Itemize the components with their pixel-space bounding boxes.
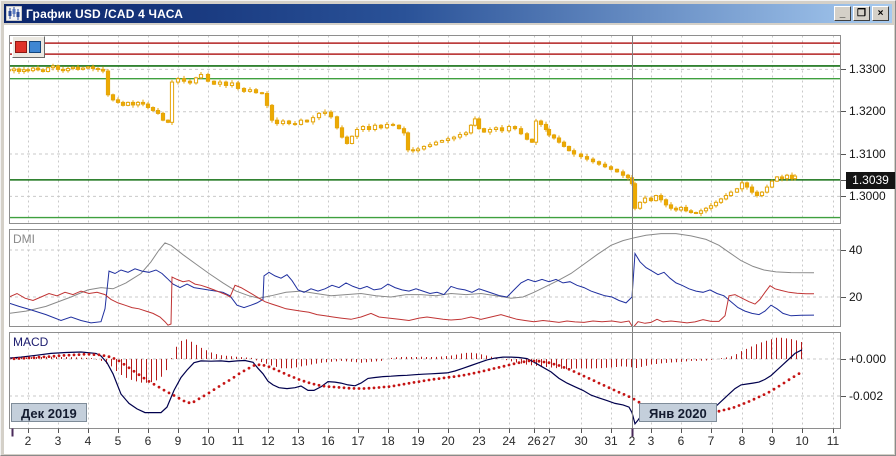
dmi-axis-label: 20: [849, 290, 863, 304]
price-axis-label: 1.3100: [849, 147, 886, 161]
x-axis-label: 31: [604, 434, 618, 448]
close-button[interactable]: ×: [872, 6, 889, 21]
x-axis-label: 9: [174, 434, 182, 448]
dmi-line-di-minus: [9, 251, 815, 324]
price-axis-label: 1.3300: [849, 62, 886, 76]
dmi-line-adx: [9, 233, 815, 314]
x-axis-label: 18: [381, 434, 395, 448]
minimize-button[interactable]: _: [834, 6, 851, 21]
blue-marker-button[interactable]: [29, 41, 41, 53]
x-axis-label: 16: [321, 434, 335, 448]
x-axis-label: 27: [542, 434, 556, 448]
dmi-line-di-plus: [9, 276, 814, 327]
x-axis-label: 26: [527, 434, 541, 448]
x-axis-label: 5: [114, 434, 122, 448]
x-axis-label: 23: [472, 434, 486, 448]
dmi-panel-label: DMI: [13, 232, 35, 246]
x-axis-label: 19: [411, 434, 425, 448]
x-axis-label: 20: [441, 434, 455, 448]
dmi-axis-label: 40: [849, 243, 863, 257]
x-axis-label: 6: [677, 434, 685, 448]
x-axis-label: 6: [144, 434, 152, 448]
x-axis-label: 24: [502, 434, 516, 448]
price-axis-label: 1.3200: [849, 104, 886, 118]
x-axis-label: 12: [261, 434, 275, 448]
x-axis-label: 8: [738, 434, 746, 448]
x-axis-label: 10: [795, 434, 809, 448]
macd-panel-label: MACD: [13, 335, 49, 349]
candlestick-chart-icon: [5, 5, 23, 22]
month-label-dec: Дек 2019: [11, 403, 87, 422]
red-marker-button[interactable]: [15, 41, 27, 53]
x-axis-label: 11: [826, 434, 840, 448]
title-bar[interactable]: График USD /CAD 4 ЧАСА _ ❐ ×: [4, 4, 892, 23]
x-axis-label: 2: [628, 434, 636, 448]
x-axis-label: 3: [647, 434, 655, 448]
x-axis-label: 9: [768, 434, 776, 448]
macd-axis-label: -0.002: [849, 389, 884, 403]
x-axis-label: 13: [291, 434, 305, 448]
candles-series: [9, 63, 798, 217]
x-axis-label: 4: [84, 434, 92, 448]
price-axis-label: 1.3000: [849, 189, 886, 203]
x-axis-label: 11: [231, 434, 245, 448]
drawing-toolbar: [12, 36, 45, 58]
current-price-badge: 1.3039: [846, 172, 895, 189]
x-axis-label: 7: [707, 434, 715, 448]
x-axis-label: 3: [54, 434, 62, 448]
x-axis-label: 30: [574, 434, 588, 448]
macd-histogram: [11, 337, 802, 383]
maximize-button[interactable]: ❐: [853, 6, 870, 21]
macd-axis-label: +0.000: [849, 352, 887, 366]
x-axis-label: 2: [24, 434, 32, 448]
x-axis-label: 10: [201, 434, 215, 448]
x-axis-label: 17: [351, 434, 365, 448]
month-label-jan: Янв 2020: [639, 403, 717, 422]
window-title: График USD /CAD 4 ЧАСА: [26, 6, 184, 21]
